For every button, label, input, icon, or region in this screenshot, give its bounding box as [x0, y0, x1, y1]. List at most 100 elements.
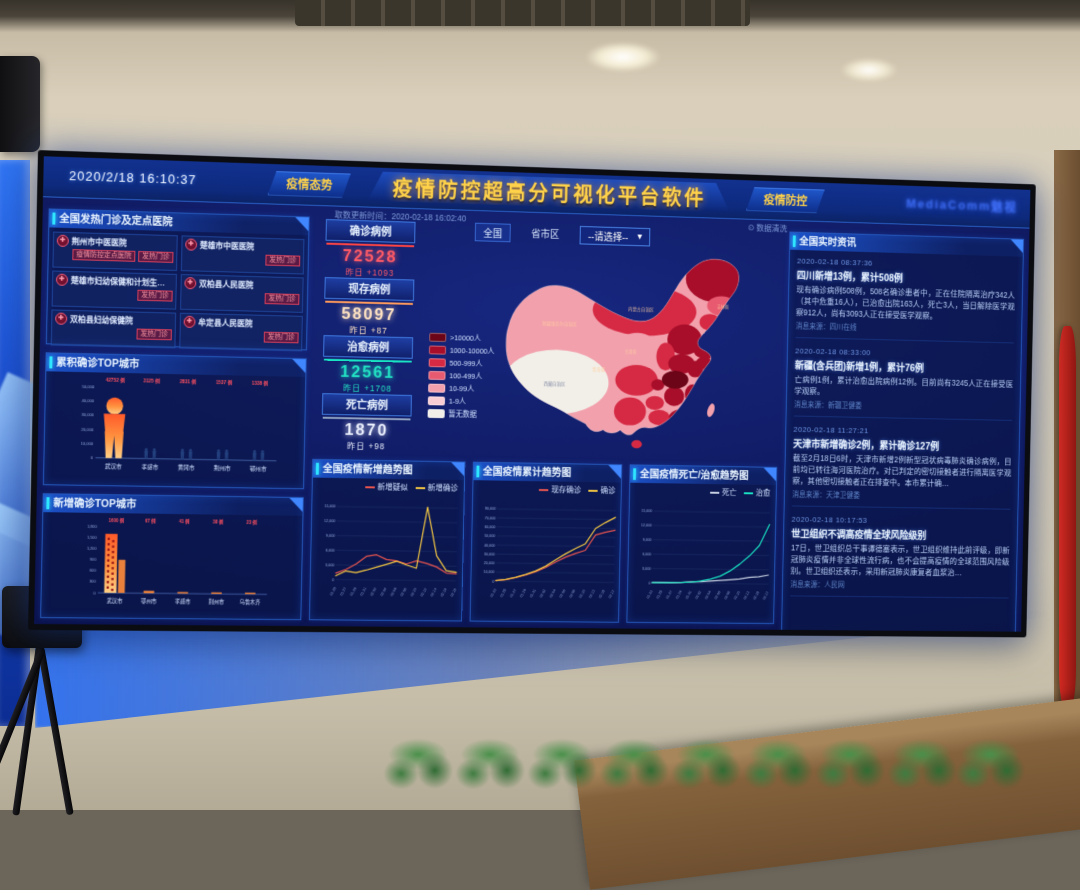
ceiling-vent — [295, 0, 750, 26]
china-choropleth-map[interactable]: 新疆维吾尔自治区 内蒙古自治区 青海省 甘肃省 西藏自治区 吉林省 — [463, 243, 782, 459]
svg-text:50,000: 50,000 — [484, 534, 495, 538]
hospital-icon: ✚ — [55, 312, 68, 325]
hospital-card[interactable]: ✚ 楚雄市妇幼保健和计划生… 发热门诊 — [51, 270, 177, 310]
potted-plant — [948, 732, 1032, 796]
panel-title: 全国疫情累计趋势图 — [473, 462, 622, 483]
svg-text:武汉市: 武汉市 — [107, 596, 124, 604]
svg-text:02.12: 02.12 — [588, 589, 595, 599]
svg-text:02.02: 02.02 — [695, 590, 702, 600]
hospital-icon: ✚ — [55, 273, 69, 286]
svg-text:2831 例: 2831 例 — [180, 378, 197, 385]
svg-text:41 例: 41 例 — [179, 517, 190, 524]
potted-plant — [376, 732, 460, 796]
news-item[interactable]: 2020-02-18 10:17:53 世卫组织不调高疫情全球风险级别 17日，… — [790, 515, 1011, 599]
nation-button[interactable]: 全国 — [474, 222, 511, 242]
svg-text:鄂州市: 鄂州市 — [141, 597, 158, 605]
svg-text:01.31: 01.31 — [360, 587, 368, 597]
svg-text:0: 0 — [93, 591, 95, 595]
stat-cured: 治愈病例 12561 昨日 +1708 — [314, 335, 422, 395]
svg-text:30,000: 30,000 — [81, 412, 94, 417]
region-select-dropdown[interactable]: --请选择-- ▾ — [579, 225, 651, 247]
cumulative-trend-panel: 全国疫情累计趋势图 现存确诊 确诊 0 10,000 20,000 30,000 40,0… — [469, 461, 623, 623]
province-button[interactable]: 省市区 — [531, 229, 560, 241]
fever-clinic-badge: 发热门诊 — [136, 328, 172, 341]
svg-text:1,200: 1,200 — [87, 546, 97, 550]
hospital-icon: ✚ — [56, 234, 69, 247]
svg-text:01.23: 01.23 — [646, 590, 653, 600]
tab-epidemic-control[interactable]: 疫情防控 — [746, 186, 825, 213]
svg-text:01.27: 01.27 — [666, 590, 673, 600]
svg-text:1600 例: 1600 例 — [109, 516, 125, 523]
svg-text:鄂州市: 鄂州市 — [250, 465, 267, 473]
news-item[interactable]: 2020-02-18 11:27:21 天津市新增确诊2例，累计确诊127例 截… — [791, 425, 1013, 510]
svg-text:02.14: 02.14 — [430, 587, 438, 597]
svg-text:02.04: 02.04 — [705, 590, 712, 600]
svg-text:3125 例: 3125 例 — [143, 378, 160, 385]
designated-hospital-badge: 疫情防控定点医院 — [72, 249, 136, 262]
svg-text:900: 900 — [90, 557, 96, 561]
svg-text:荆州市: 荆州市 — [214, 465, 231, 473]
svg-text:02.02: 02.02 — [539, 589, 547, 599]
page-title: 疫情防控超高分可视化平台软件 — [367, 171, 730, 212]
svg-text:15,000: 15,000 — [324, 505, 335, 509]
fever-clinic-panel: 全国发热门诊及定点医院 ✚ 荆州市中医医院 疫情防控定点医院 发热门诊 ✚ 楚雄… — [45, 208, 310, 352]
map-legend: >10000人 1000-10000人 500-999人 100-499人 10… — [427, 330, 495, 422]
svg-text:15,000: 15,000 — [642, 509, 653, 513]
potted-plant — [448, 732, 532, 796]
svg-text:孝感市: 孝感市 — [141, 463, 158, 471]
hainan-island — [631, 439, 642, 449]
panel-title: 新增确诊TOP城市 — [43, 493, 303, 516]
hospital-card[interactable]: ✚ 楚雄市中医医院 发热门诊 — [180, 235, 305, 275]
hospital-icon: ✚ — [183, 315, 196, 328]
new-trend-chart: 0 3,000 6,000 9,000 12,000 15,000 01.25 01.27 01… — [312, 489, 462, 618]
svg-text:02.10: 02.10 — [734, 590, 741, 600]
svg-text:60,000: 60,000 — [484, 525, 495, 529]
svg-text:3,000: 3,000 — [642, 567, 651, 571]
province-label: 甘肃省 — [624, 349, 637, 356]
svg-text:12,000: 12,000 — [641, 524, 652, 528]
svg-text:30,000: 30,000 — [483, 552, 494, 556]
epidemic-dashboard: 2020/2/18 16:10:37 疫情态势 疫情防控超高分可视化平台软件 疫… — [34, 156, 1031, 632]
cumulative-trend-chart: 0 10,000 20,000 30,000 40,000 50,000 60,000 70,… — [472, 492, 619, 620]
wall-speaker — [0, 56, 40, 152]
svg-text:02.18: 02.18 — [450, 588, 458, 598]
cumulative-top-cities-chart: 0 10,000 20,000 30,000 40,000 50,000 42752 例武汉… — [46, 372, 304, 485]
realtime-news-panel: 全国实时资讯 2020-02-18 08:37:36 四川新增13例，累计508… — [780, 231, 1025, 632]
hospital-icon: ✚ — [185, 238, 198, 251]
svg-text:01.29: 01.29 — [676, 590, 683, 600]
ceiling-light — [840, 58, 898, 82]
new-top-cities-chart: 0 300 600 900 1,200 1,500 1,800 1600 例武汉市 67 例鄂州… — [43, 513, 300, 617]
svg-text:02.04: 02.04 — [549, 589, 557, 599]
svg-text:01.23: 01.23 — [489, 588, 497, 598]
news-list[interactable]: 2020-02-18 08:37:36 四川新增13例，累计508例 现有确诊病… — [782, 252, 1023, 632]
chevron-down-icon: ▾ — [637, 231, 643, 242]
svg-text:01.25: 01.25 — [656, 590, 663, 600]
panel-title: 全国疫情新增趋势图 — [312, 459, 465, 481]
svg-text:0: 0 — [91, 455, 94, 460]
svg-text:01.25: 01.25 — [499, 588, 507, 598]
news-item[interactable]: 2020-02-18 08:37:36 四川新增13例，累计508例 现有确诊病… — [795, 256, 1016, 344]
death-cure-trend-panel: 全国疫情死亡/治愈趋势图 死亡 治愈 0 3,000 6,000 9,000 12,000… — [626, 464, 778, 625]
svg-text:荆州市: 荆州市 — [208, 597, 225, 605]
svg-text:50,000: 50,000 — [82, 384, 95, 389]
hospital-card[interactable]: ✚ 荆州市中医医院 疫情防控定点医院 发热门诊 — [52, 231, 178, 271]
potted-plant — [736, 732, 820, 796]
svg-text:02.04: 02.04 — [380, 587, 388, 597]
svg-text:02.17: 02.17 — [763, 591, 770, 601]
svg-text:02.12: 02.12 — [743, 591, 750, 601]
svg-text:70,000: 70,000 — [484, 516, 495, 520]
tab-epidemic-situation[interactable]: 疫情态势 — [268, 170, 351, 197]
svg-text:3,000: 3,000 — [325, 563, 334, 567]
potted-plant — [808, 732, 892, 796]
stats-column: 确诊病例 72528 昨日 +1093 现存病例 58097 昨日 +87 治愈… — [312, 217, 424, 453]
svg-text:02.08: 02.08 — [724, 590, 731, 600]
ceiling-light — [585, 42, 661, 72]
hospital-card[interactable]: ✚ 双柏县人民医院 发热门诊 — [180, 274, 304, 313]
svg-text:02.15: 02.15 — [753, 591, 760, 601]
svg-text:40,000: 40,000 — [484, 543, 495, 547]
hospital-card[interactable]: ✚ 牟定县人民医院 发热门诊 — [179, 312, 303, 352]
svg-text:孝感市: 孝感市 — [175, 597, 192, 605]
svg-text:01.31: 01.31 — [685, 590, 692, 600]
hospital-card[interactable]: ✚ 双柏县妇幼保健院 发热门诊 — [50, 309, 177, 349]
news-item[interactable]: 2020-02-18 08:33:00 新疆(含兵团)新增1例，累计76例 亡病… — [793, 346, 1014, 421]
